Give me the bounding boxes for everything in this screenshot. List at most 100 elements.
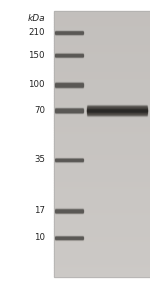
Bar [54, 269, 150, 270]
Bar [54, 132, 150, 134]
Bar [54, 136, 150, 137]
Bar [56, 110, 82, 111]
Bar [54, 82, 150, 84]
Bar [54, 40, 150, 42]
Bar [54, 235, 150, 237]
Text: 70: 70 [34, 106, 45, 115]
Bar [54, 203, 150, 205]
Bar [54, 95, 150, 97]
Bar [54, 208, 150, 210]
Bar [54, 213, 150, 215]
Bar [54, 158, 150, 160]
Bar [54, 272, 150, 274]
Bar [87, 112, 147, 113]
Bar [54, 230, 150, 231]
Bar [56, 82, 82, 83]
Bar [54, 261, 150, 263]
Bar [54, 42, 150, 43]
Bar [54, 22, 150, 24]
Bar [54, 137, 150, 139]
Bar [54, 56, 150, 57]
Bar [54, 276, 150, 277]
Bar [54, 121, 150, 123]
Bar [54, 162, 150, 164]
Bar [54, 151, 150, 153]
Bar [54, 270, 150, 272]
Bar [54, 97, 150, 98]
Bar [54, 192, 150, 194]
Bar [54, 73, 150, 75]
Bar [54, 183, 150, 185]
Bar [54, 125, 150, 127]
Bar [54, 206, 150, 208]
Bar [54, 31, 150, 33]
Bar [54, 130, 150, 132]
Bar [54, 68, 150, 70]
Bar [87, 109, 147, 110]
Bar [54, 25, 150, 27]
Bar [54, 49, 150, 50]
Bar [54, 20, 150, 22]
Bar [87, 113, 147, 114]
Bar [54, 72, 150, 73]
Bar [54, 247, 150, 249]
Bar [54, 111, 150, 112]
Bar [54, 24, 150, 25]
Bar [87, 107, 147, 108]
Bar [54, 226, 150, 228]
Bar [54, 242, 150, 244]
Bar [54, 70, 150, 72]
Bar [54, 100, 150, 102]
Bar [54, 57, 150, 59]
Text: 150: 150 [28, 51, 45, 60]
Bar [54, 11, 150, 13]
Bar [54, 198, 150, 199]
Bar [54, 36, 150, 38]
Bar [54, 274, 150, 276]
Bar [54, 187, 150, 189]
Bar [54, 38, 150, 40]
Text: 100: 100 [28, 80, 45, 89]
Bar [54, 180, 150, 182]
Bar [54, 244, 150, 245]
Bar [54, 84, 150, 86]
Bar [54, 104, 150, 105]
Bar [54, 182, 150, 183]
Bar [54, 258, 150, 260]
Bar [54, 265, 150, 267]
Bar [54, 18, 150, 20]
Bar [54, 17, 150, 18]
Bar [54, 199, 150, 201]
Bar [56, 108, 82, 109]
Bar [56, 111, 82, 112]
Bar [54, 80, 150, 82]
Bar [54, 114, 150, 116]
Bar [54, 75, 150, 77]
Bar [54, 231, 150, 233]
Bar [54, 141, 150, 143]
Bar [54, 134, 150, 136]
Bar [54, 118, 150, 119]
Bar [54, 54, 150, 56]
Bar [56, 83, 82, 84]
Bar [54, 13, 150, 15]
Bar [54, 63, 150, 65]
Bar [54, 190, 150, 192]
Bar [54, 228, 150, 230]
Bar [54, 86, 150, 87]
Bar [54, 52, 150, 54]
Bar [54, 245, 150, 247]
Bar [54, 143, 150, 144]
Bar [54, 222, 150, 224]
Bar [54, 27, 150, 29]
Bar [54, 233, 150, 235]
Bar [54, 169, 150, 171]
Bar [87, 110, 147, 111]
Bar [54, 178, 150, 180]
Bar [54, 205, 150, 206]
Bar [54, 29, 150, 31]
Bar [54, 77, 150, 79]
Bar [54, 210, 150, 212]
Bar [87, 108, 147, 109]
Bar [54, 175, 150, 176]
